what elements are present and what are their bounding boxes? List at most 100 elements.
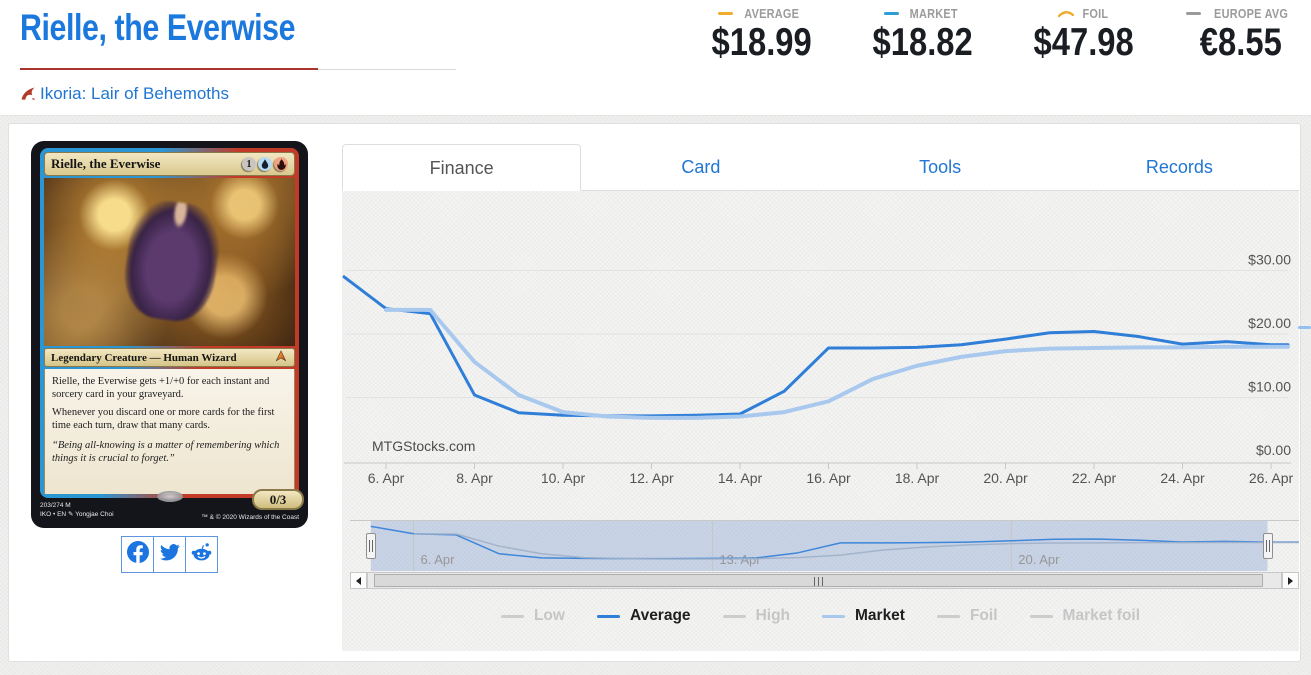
legend-label: Foil bbox=[969, 607, 998, 624]
stat-europe-avg: EUROPE AVG €8.55 bbox=[1185, 5, 1295, 66]
series-market bbox=[384, 307, 1290, 420]
svg-text:$30.00: $30.00 bbox=[1248, 252, 1291, 268]
scrollbar-right-arrow[interactable] bbox=[1282, 572, 1299, 589]
stat-market: MARKET $18.82 bbox=[863, 5, 982, 66]
legend-item-market[interactable]: Market bbox=[822, 607, 905, 625]
stat-label: MARKET bbox=[909, 5, 958, 21]
set-link[interactable]: Ikoria: Lair of Behemoths bbox=[40, 84, 229, 103]
card-mana-cost: 1 bbox=[242, 157, 288, 171]
navigator-left-handle[interactable] bbox=[365, 533, 376, 559]
mana-symbol-r bbox=[274, 157, 288, 171]
svg-text:$20.00: $20.00 bbox=[1248, 315, 1291, 331]
legend-item-low[interactable]: Low bbox=[500, 607, 565, 625]
legend-item-high[interactable]: High bbox=[722, 607, 790, 625]
legend-label: Average bbox=[629, 607, 691, 624]
tab-card[interactable]: Card bbox=[681, 157, 721, 177]
price-chart[interactable]: $0.00 $10.00 $20.00 $30.00 6. Apr 8. Apr 10. A… bbox=[342, 191, 1299, 491]
page-header: Rielle, the Everwise Ikoria: Lair of Beh… bbox=[0, 0, 1311, 116]
scrollbar-track[interactable] bbox=[367, 572, 1282, 589]
share-twitter-button[interactable] bbox=[153, 536, 186, 573]
tab-bar: Finance Card Tools Records bbox=[342, 144, 1299, 191]
scrollbar-left-arrow[interactable] bbox=[350, 572, 367, 589]
stat-average: AVERAGE $18.99 bbox=[702, 5, 821, 66]
page-title: Rielle, the Everwise bbox=[20, 7, 296, 48]
card-rules-1: Rielle, the Everwise gets +1/+0 for each… bbox=[52, 376, 270, 401]
twitter-icon bbox=[159, 542, 181, 567]
legend-dash-icon bbox=[596, 614, 620, 618]
stat-foil: FOIL $47.98 bbox=[1024, 5, 1143, 66]
card-footer: 203/274 M IKO • EN ✎ Yongjae Choi ™ & © … bbox=[40, 502, 299, 523]
card-frame: Rielle, the Everwise 1 Legendary Creatur… bbox=[40, 148, 299, 498]
stat-label: AVERAGE bbox=[744, 5, 800, 21]
mana-symbol-u bbox=[258, 157, 272, 171]
svg-text:6. Apr: 6. Apr bbox=[421, 552, 456, 567]
svg-text:18. Apr: 18. Apr bbox=[895, 470, 940, 486]
stat-dash-icon bbox=[883, 11, 899, 15]
stat-dash-icon bbox=[1185, 11, 1201, 15]
card-art bbox=[44, 178, 295, 346]
legend-dash-icon bbox=[822, 614, 845, 618]
svg-text:8. Apr: 8. Apr bbox=[456, 470, 493, 486]
card-type-line: Legendary Creature — Human Wizard bbox=[51, 351, 237, 364]
card-collector-number: 203/274 M bbox=[40, 502, 71, 509]
rarity-set-symbol-icon bbox=[274, 349, 288, 367]
svg-text:$0.00: $0.00 bbox=[1256, 442, 1291, 458]
svg-text:$10.00: $10.00 bbox=[1248, 379, 1291, 395]
navigator-right-handle[interactable] bbox=[1262, 533, 1273, 559]
finance-section: Finance Card Tools Records $0.00 $10.00 $20.0… bbox=[342, 144, 1299, 651]
card-power-toughness: 0/3 bbox=[252, 489, 304, 510]
title-underline-gray bbox=[318, 69, 456, 70]
svg-text:12. Apr: 12. Apr bbox=[629, 470, 674, 486]
svg-text:14. Apr: 14. Apr bbox=[718, 470, 763, 486]
card-typebar: Legendary Creature — Human Wizard bbox=[44, 348, 295, 367]
stat-label: FOIL bbox=[1082, 5, 1109, 21]
chart-legend: Low Average High Market Foil Market foil bbox=[342, 607, 1299, 625]
share-reddit-button[interactable] bbox=[185, 536, 218, 573]
legend-label: Market bbox=[855, 607, 905, 624]
legend-dash-icon bbox=[1029, 614, 1053, 618]
chart-container: $0.00 $10.00 $20.00 $30.00 6. Apr 8. Apr 10. A… bbox=[342, 191, 1299, 651]
legend-item-foil[interactable]: Foil bbox=[936, 607, 998, 625]
legend-label: Low bbox=[533, 607, 565, 624]
paintbrush-icon: ✎ bbox=[67, 510, 74, 518]
legend-item-market-foil[interactable]: Market foil bbox=[1029, 607, 1141, 625]
mana-symbol-1: 1 bbox=[242, 157, 256, 171]
card-holofoil-stamp bbox=[156, 491, 183, 502]
card-name: Rielle, the Everwise bbox=[51, 156, 161, 171]
card-rules-2: Whenever you discard one or more cards f… bbox=[52, 407, 275, 432]
svg-text:20. Apr: 20. Apr bbox=[1018, 552, 1060, 567]
legend-label: Market foil bbox=[1062, 607, 1141, 624]
price-stats: AVERAGE $18.99 MARKET $18.82 FOIL $47.98 EUROP… bbox=[702, 5, 1295, 66]
chart-navigator[interactable]: 6. Apr 13. Apr 20. Apr bbox=[350, 520, 1299, 571]
ikoria-set-icon bbox=[20, 86, 36, 102]
chart-watermark: MTGStocks.com bbox=[372, 438, 476, 454]
tab-records[interactable]: Records bbox=[1145, 157, 1213, 177]
main-panel: Rielle, the Everwise 1 Legendary Creatur… bbox=[8, 123, 1301, 662]
social-share-buttons bbox=[31, 536, 308, 573]
scrollbar-grip-icon bbox=[813, 576, 825, 586]
legend-label: High bbox=[755, 607, 790, 624]
card-art-figure bbox=[119, 195, 225, 325]
chart-edge-marker bbox=[1298, 326, 1311, 329]
title-underline-red bbox=[20, 68, 318, 70]
tab-finance[interactable]: Finance bbox=[342, 144, 582, 191]
reddit-icon bbox=[190, 541, 213, 568]
legend-dash-icon bbox=[500, 614, 524, 618]
series-average bbox=[342, 275, 1290, 418]
card-set-lang: IKO • EN bbox=[40, 510, 67, 518]
svg-text:10. Apr: 10. Apr bbox=[541, 470, 586, 486]
tab-tools[interactable]: Tools bbox=[919, 157, 962, 177]
share-facebook-button[interactable] bbox=[121, 536, 154, 573]
card-flavor-text: “Being all-knowing is a matter of rememb… bbox=[52, 439, 280, 464]
stat-value: $18.82 bbox=[872, 21, 973, 64]
card-artist: Yongjae Choi bbox=[75, 510, 114, 518]
stat-dash-icon bbox=[718, 11, 734, 15]
scrollbar-thumb[interactable] bbox=[374, 574, 1263, 587]
legend-item-average[interactable]: Average bbox=[596, 607, 691, 625]
stat-value: $47.98 bbox=[1033, 21, 1135, 64]
card-titlebar: Rielle, the Everwise 1 bbox=[44, 152, 295, 176]
svg-text:20. Apr: 20. Apr bbox=[983, 470, 1028, 486]
card-image: Rielle, the Everwise 1 Legendary Creatur… bbox=[31, 141, 308, 528]
stat-value: $18.99 bbox=[711, 21, 812, 64]
card-textbox: Rielle, the Everwise gets +1/+0 for each… bbox=[44, 369, 295, 494]
